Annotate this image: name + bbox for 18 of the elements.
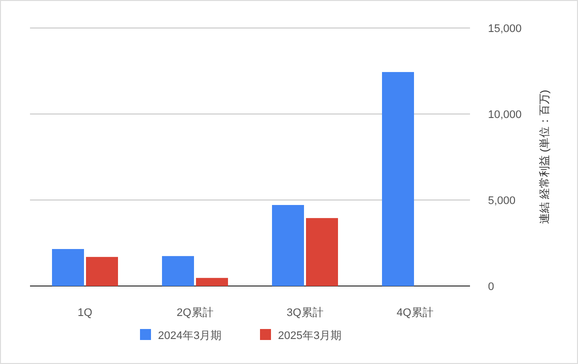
bar (306, 218, 338, 286)
legend-label: 2025年3月期 (278, 330, 342, 342)
legend-label: 2024年3月期 (158, 330, 222, 342)
bar (162, 256, 194, 286)
y-tick-label: 10,000 (488, 109, 522, 121)
x-tick-label: 3Q累計 (286, 306, 324, 319)
bar (52, 249, 84, 286)
x-tick-label: 1Q (78, 307, 93, 319)
y-tick-label: 15,000 (488, 23, 522, 35)
y-tick-label: 0 (488, 281, 494, 293)
bar (196, 278, 228, 286)
bar (272, 204, 304, 286)
bar (382, 72, 414, 286)
y-axis-title: 連結 経常利益 (単位：百万) (538, 90, 551, 224)
x-tick-label: 2Q累計 (176, 306, 214, 319)
bar (86, 256, 118, 286)
x-tick-label: 4Q累計 (396, 306, 434, 319)
y-tick-label: 5,000 (488, 195, 516, 207)
